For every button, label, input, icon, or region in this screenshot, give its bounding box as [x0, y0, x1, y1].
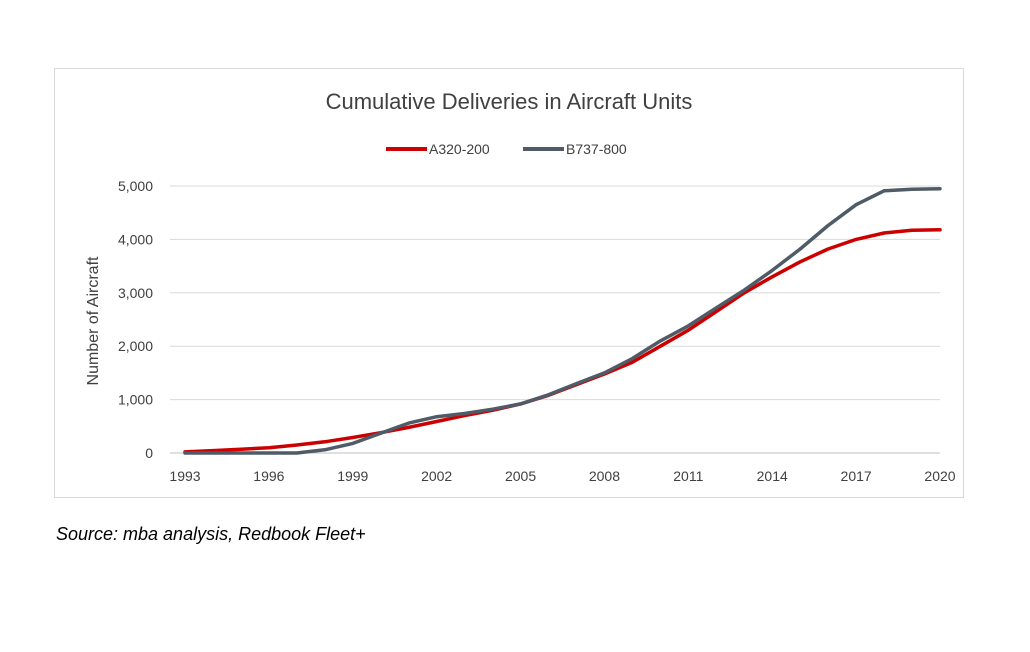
x-tick-label: 2008 [589, 468, 620, 484]
series-line-b737-800 [183, 186, 942, 455]
x-tick-label: 1996 [253, 468, 284, 484]
y-tick-label: 2,000 [118, 338, 153, 354]
y-tick-label: 4,000 [118, 231, 153, 247]
x-tick-label: 1999 [337, 468, 368, 484]
x-tick-label: 2011 [673, 468, 703, 484]
y-tick-label: 5,000 [118, 178, 153, 194]
y-tick-label: 1,000 [118, 392, 153, 408]
y-tick-label: 3,000 [118, 285, 153, 301]
y-tick-label: 0 [145, 445, 153, 461]
x-tick-label: 2014 [757, 468, 788, 484]
series-line-a320-200 [183, 228, 942, 454]
chart-frame: Cumulative Deliveries in Aircraft Units … [54, 68, 964, 498]
chart-title: Cumulative Deliveries in Aircraft Units [326, 89, 693, 114]
line-chart: Cumulative Deliveries in Aircraft Units … [85, 89, 956, 484]
x-tick-label: 2017 [841, 468, 872, 484]
gridlines [170, 185, 940, 454]
x-tick-label: 2002 [421, 468, 452, 484]
x-tick-label: 2005 [505, 468, 536, 484]
source-note: Source: mba analysis, Redbook Fleet+ [56, 524, 366, 544]
x-axis-ticks: 1993 1996 1999 2002 2005 2008 2011 2014 2017 2020 [169, 468, 955, 484]
x-tick-label: 2020 [924, 468, 955, 484]
series-lines [183, 186, 942, 455]
y-axis-ticks: 0 1,000 2,000 3,000 4,000 5,000 [118, 178, 153, 461]
legend-label-b737: B737-800 [566, 141, 627, 157]
legend: A320-200 B737-800 [386, 141, 627, 157]
legend-label-a320: A320-200 [429, 141, 490, 157]
x-tick-label: 1993 [169, 468, 200, 484]
y-axis-label: Number of Aircraft [85, 256, 102, 385]
